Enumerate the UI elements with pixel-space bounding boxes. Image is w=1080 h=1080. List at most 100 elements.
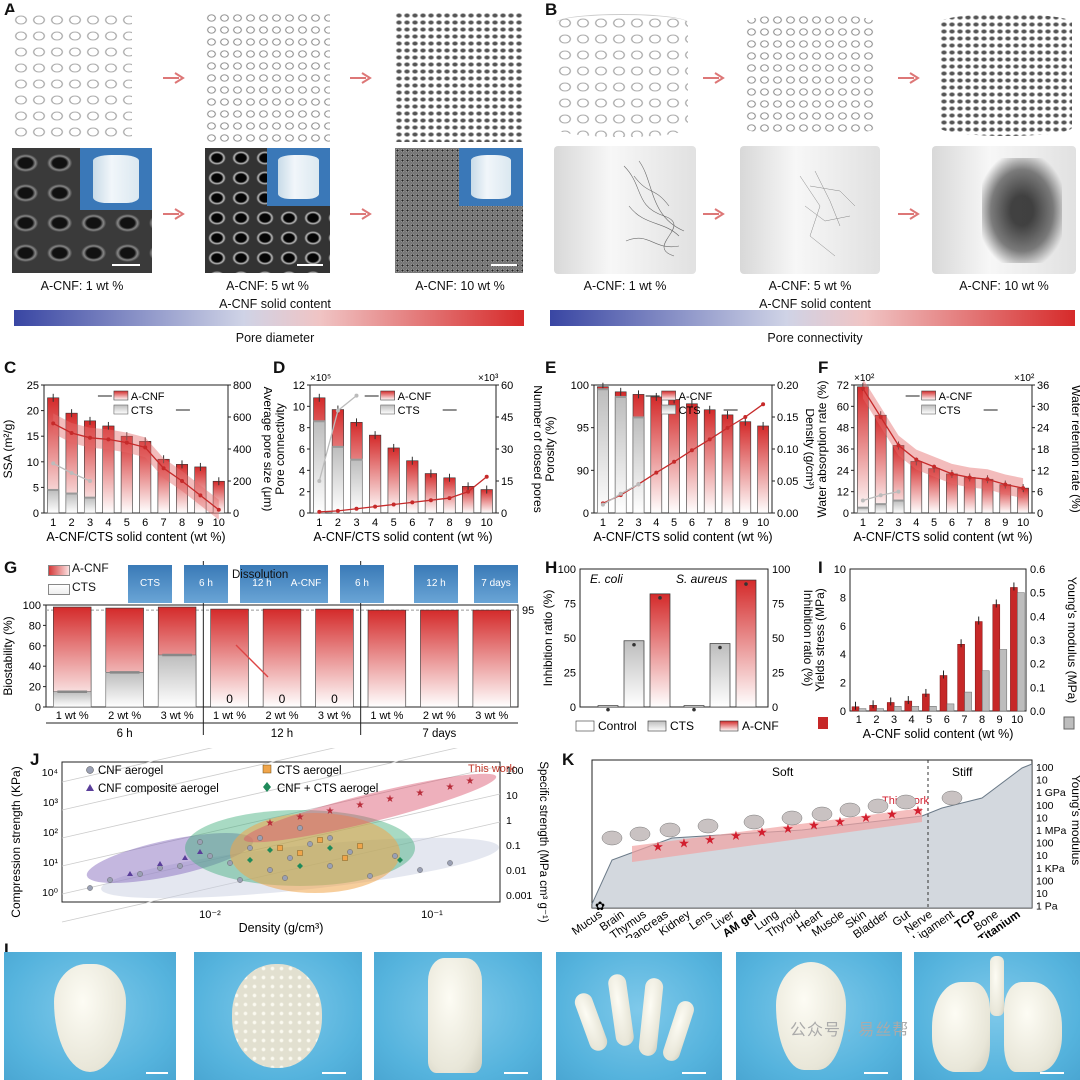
zero-label: 0 (331, 692, 338, 706)
legend-label-cts: CTS (131, 405, 153, 417)
x-tick-label: 1 (860, 517, 866, 529)
data-point-cnf-aerogel (367, 873, 373, 879)
printed-ear-photo (736, 952, 902, 1080)
line-acnf (862, 388, 1024, 489)
dissolution-thumbnail: 6 h (340, 565, 384, 603)
line-acnf (602, 403, 764, 504)
this-work-marker: ★ (652, 839, 664, 854)
y2-tick-label: 400 (233, 444, 251, 456)
x-tick-label: 8 (979, 714, 985, 726)
y-tick-label: 95 (577, 423, 589, 435)
y2-tick-label: 0.1 (1030, 682, 1045, 694)
panel-label-g: G (4, 558, 18, 577)
printed-lung-photo (914, 952, 1080, 1080)
legend-label-cts: CTS (72, 580, 96, 594)
x-tick-label: 3 (353, 517, 359, 529)
right-arrow-icon (163, 72, 185, 84)
y2-tick-label: 75 (772, 599, 784, 611)
line-acnf-point (725, 425, 730, 430)
bar-acnf (757, 425, 769, 514)
y2-tick-label: 1 GPa (1036, 787, 1066, 799)
x-tick-label: 10 (481, 517, 493, 529)
data-point-this-work: ★ (296, 812, 305, 823)
line-acnf-point (1003, 482, 1008, 487)
line-acnf-point (914, 457, 919, 462)
legend-label: CTS aerogel (277, 765, 342, 777)
bar-yield-stress (939, 675, 948, 712)
y-tick-label: 100 (571, 380, 589, 392)
bar-yield-stress (974, 621, 983, 712)
y-tick-label: 10 (27, 457, 39, 469)
x-tick-label: 1 wt % (56, 710, 89, 722)
y-tick-label: 0 (35, 702, 41, 714)
x-tick-label: 2 wt % (265, 710, 298, 722)
y-tick-label: 12 (293, 380, 305, 392)
y2-tick-label: 100 (506, 765, 524, 777)
x-tick-label: 5 (391, 517, 397, 529)
bar-acnf (315, 608, 354, 708)
bar-youngs-modulus (893, 706, 902, 712)
x-axis-label: Density (g/cm³) (239, 921, 324, 935)
line-cts-point (335, 408, 340, 413)
panel-label-e: E (545, 358, 557, 377)
x-tick-label: 9 (465, 517, 471, 529)
legend-marker (262, 764, 272, 774)
y-tick-label: 60 (837, 401, 849, 413)
right-arrow-icon (350, 72, 372, 84)
data-point-cnf-aerogel (297, 825, 303, 831)
y2-tick-label: 0.001 (506, 890, 532, 902)
x-tick-label: 7 (961, 714, 967, 726)
caption-b-5wt: A-CNF: 5 wt % (768, 279, 852, 293)
line-acnf-point (447, 496, 452, 501)
y2-tick-label: 12 (1037, 465, 1049, 477)
x-category-label: Lens (687, 908, 715, 932)
y2-axis-label: Density (g/cm³) (803, 408, 814, 489)
x-tick-label: 8 (984, 517, 990, 529)
data-point-cnf-aerogel (247, 845, 253, 851)
y2-axis-label: Water retention rate (%) (1069, 385, 1080, 513)
line-acnf-point (761, 402, 766, 407)
x-tick-label: 6 (944, 714, 950, 726)
bar-control (597, 705, 619, 708)
bar-acnf (53, 606, 92, 708)
y2-tick-label: 0 (1037, 508, 1043, 520)
y2-tick-label: 10 (1036, 850, 1048, 862)
y-axis-label: Compression strength (KPa) (9, 766, 23, 917)
y-axis-label: Porosity (%) (543, 416, 557, 481)
line-acnf-point (484, 474, 489, 479)
data-point-cts-aerogel (277, 845, 283, 851)
x-axis-label: A-CNF/CTS solid content (wt %) (853, 530, 1032, 544)
y-tick-label: 60 (29, 641, 41, 653)
legend-swatch (719, 720, 739, 732)
y-tick-label: 10² (43, 827, 59, 839)
line-acnf-point (391, 502, 396, 507)
caption-b-10wt: A-CNF: 10 wt % (959, 279, 1049, 293)
y-tick-label: 90 (577, 465, 589, 477)
sem-image-10wt (395, 148, 523, 273)
x-tick-label: 1 (50, 517, 56, 529)
x-tick-label: 5 (671, 517, 677, 529)
y2-tick-label: 0 (233, 508, 239, 520)
region-cnf-composite (86, 833, 254, 883)
x-tick-label: 10⁻² (199, 909, 221, 921)
y2-tick-label: 60 (501, 380, 513, 392)
y2-axis-label: Young's modulus (1069, 775, 1080, 866)
bar-yield-stress (1010, 587, 1018, 712)
specific-strength-guide (61, 748, 458, 839)
region-this-work (243, 773, 497, 843)
data-point-this-work: ★ (326, 806, 335, 817)
axis-title-a: A-CNF solid content (219, 297, 331, 311)
legend-swatch-acnf (48, 565, 70, 576)
line-acnf-point (428, 498, 433, 503)
x-axis-label: A-CNF solid content (wt %) (863, 727, 1014, 741)
x-tick-label: 5 (926, 714, 932, 726)
line-acnf-point (317, 509, 322, 514)
right-arrow-icon (898, 208, 920, 220)
line-acnf-point (410, 500, 415, 505)
data-point-cts-aerogel (357, 843, 363, 849)
bar-cts (623, 640, 645, 708)
data-point (632, 642, 636, 647)
group-label: S. aureus (676, 572, 727, 586)
